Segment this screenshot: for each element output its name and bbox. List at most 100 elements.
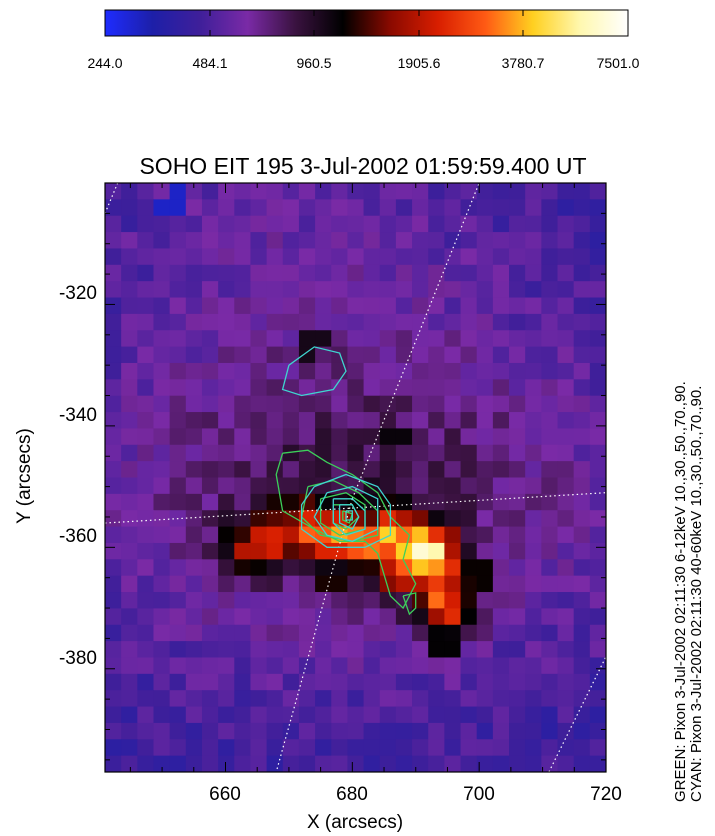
heatmap-cell bbox=[509, 493, 526, 511]
heatmap-cell bbox=[315, 379, 332, 397]
heatmap-cell bbox=[541, 575, 559, 593]
heatmap-cell bbox=[137, 722, 155, 740]
heatmap-cell bbox=[541, 379, 559, 397]
heatmap-cell bbox=[185, 477, 203, 495]
heatmap-cell bbox=[121, 542, 138, 560]
heatmap-cell bbox=[250, 428, 268, 446]
heatmap-cell bbox=[428, 183, 445, 200]
y-tick-label: -320 bbox=[59, 283, 97, 304]
heatmap-cell bbox=[105, 657, 122, 675]
annotation-cyan: CYAN: Pixon 3-Jul-2002 02:11:30 40-60keV… bbox=[688, 386, 705, 802]
heatmap-cell bbox=[298, 346, 316, 364]
heatmap-cell bbox=[428, 248, 445, 266]
heatmap-cell bbox=[250, 706, 268, 724]
heatmap-cell bbox=[185, 542, 203, 560]
heatmap-cell bbox=[347, 297, 365, 315]
heatmap-cell bbox=[266, 215, 284, 233]
heatmap-cell bbox=[234, 542, 252, 560]
heatmap-cell bbox=[137, 248, 155, 266]
heatmap-cell bbox=[121, 608, 138, 626]
heatmap-cell bbox=[525, 624, 542, 642]
heatmap-cell bbox=[525, 330, 542, 348]
heatmap-cell bbox=[250, 690, 268, 708]
heatmap-cell bbox=[185, 461, 203, 479]
heatmap-cell bbox=[444, 706, 462, 724]
cyan-contour bbox=[313, 485, 379, 542]
heatmap-cell bbox=[298, 428, 316, 446]
heatmap-cell bbox=[137, 281, 155, 299]
heatmap-cell bbox=[509, 297, 526, 315]
heatmap-cell bbox=[185, 510, 203, 528]
heatmap-cell bbox=[541, 412, 559, 430]
heatmap-cell bbox=[379, 542, 397, 560]
heatmap-cell bbox=[282, 493, 300, 511]
heatmap-cell bbox=[557, 199, 575, 217]
heatmap-cell bbox=[347, 641, 365, 659]
heatmap-cell bbox=[541, 461, 559, 479]
heatmap-cell bbox=[557, 706, 575, 724]
heatmap-cell bbox=[412, 412, 429, 430]
heatmap-cell bbox=[218, 297, 235, 315]
heatmap-cell bbox=[347, 592, 365, 609]
heatmap-cell bbox=[492, 641, 510, 659]
heatmap-cell bbox=[573, 362, 591, 380]
heatmap-cell bbox=[250, 444, 268, 462]
heatmap-cell bbox=[509, 232, 526, 250]
heatmap-cell bbox=[460, 706, 478, 724]
heatmap-cell bbox=[476, 690, 494, 708]
heatmap-cell bbox=[266, 673, 284, 691]
heatmap-cell bbox=[363, 673, 381, 691]
heatmap-cell bbox=[201, 248, 219, 266]
heatmap-cell bbox=[476, 330, 494, 348]
heatmap-cell bbox=[347, 264, 365, 282]
heatmap-cell bbox=[266, 641, 284, 659]
heatmap-cell bbox=[428, 215, 445, 233]
heatmap-cell bbox=[509, 313, 526, 331]
heatmap-cell bbox=[315, 673, 332, 691]
heatmap-cell bbox=[315, 346, 332, 364]
heatmap-cell bbox=[557, 362, 575, 380]
heatmap-cell bbox=[121, 755, 138, 772]
heatmap-cell bbox=[298, 461, 316, 479]
heatmap-cell bbox=[121, 510, 138, 528]
heatmap-cell bbox=[121, 477, 138, 495]
heatmap-cell bbox=[525, 657, 542, 675]
heatmap-cell bbox=[298, 362, 316, 380]
heatmap-cell bbox=[460, 722, 478, 740]
heatmap-cell bbox=[250, 739, 268, 757]
contour-layer bbox=[275, 346, 417, 616]
heatmap-cell bbox=[573, 215, 591, 233]
heatmap-cell bbox=[282, 412, 300, 430]
heatmap-cell bbox=[137, 657, 155, 675]
heatmap-cell bbox=[121, 362, 138, 380]
axis-ticks bbox=[105, 182, 607, 772]
heatmap-cell bbox=[169, 199, 187, 217]
heatmap-cell bbox=[444, 755, 462, 772]
heatmap-cell bbox=[185, 526, 203, 544]
heatmap-cell bbox=[412, 248, 429, 266]
heatmap-cell bbox=[557, 542, 575, 560]
heatmap-cell bbox=[379, 575, 397, 593]
heatmap-cell bbox=[331, 673, 349, 691]
heatmap-cell bbox=[476, 755, 494, 772]
heatmap-cell bbox=[201, 690, 219, 708]
heatmap-cell bbox=[250, 313, 268, 331]
heatmap-cell bbox=[395, 395, 413, 413]
heatmap-cell bbox=[557, 264, 575, 282]
heatmap-cell bbox=[266, 477, 284, 495]
heatmap-cell bbox=[282, 346, 300, 364]
heatmap-cell bbox=[395, 412, 413, 430]
heatmap-cell bbox=[557, 330, 575, 348]
heatmap-cell bbox=[315, 199, 332, 217]
heatmap-cell bbox=[460, 362, 478, 380]
heatmap-cell bbox=[363, 379, 381, 397]
heatmap-cell bbox=[492, 379, 510, 397]
heatmap-cell bbox=[557, 297, 575, 315]
heatmap-cell bbox=[105, 183, 122, 200]
heatmap-cell bbox=[105, 199, 122, 217]
heatmap-cell bbox=[492, 477, 510, 495]
heatmap-cell bbox=[266, 183, 284, 200]
heatmap-cell bbox=[428, 706, 445, 724]
heatmap-cell bbox=[492, 297, 510, 315]
